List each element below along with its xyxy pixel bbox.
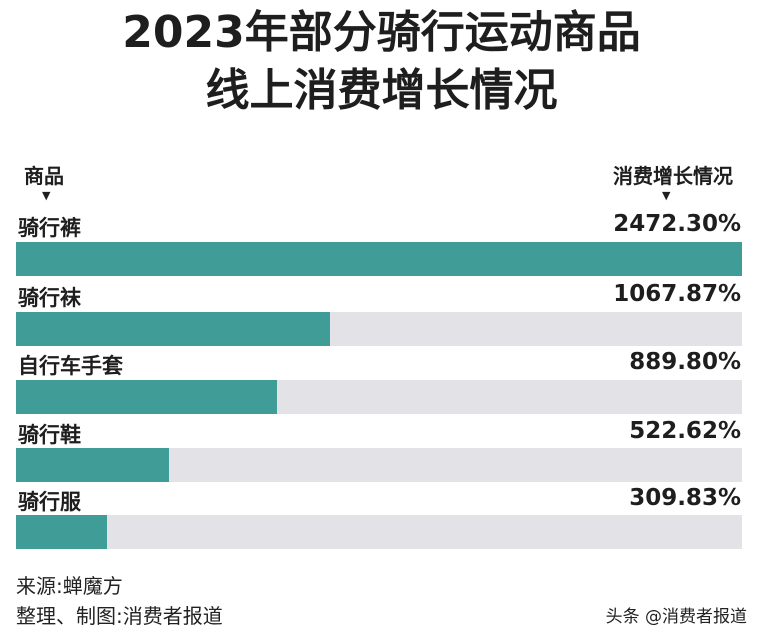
category-header-arrow-icon: ▼	[42, 189, 51, 202]
bar	[16, 448, 170, 482]
category-label: 骑行袜	[18, 286, 81, 310]
bar-track	[16, 515, 742, 549]
category-label: 骑行鞋	[18, 423, 81, 447]
bar-track	[16, 312, 742, 346]
value-label: 889.80%	[629, 349, 741, 375]
value-label: 522.62%	[629, 418, 741, 444]
bar-track	[16, 380, 742, 414]
value-label: 1067.87%	[613, 281, 741, 307]
bar-track	[16, 448, 742, 482]
value-label: 309.83%	[629, 485, 741, 511]
category-label: 自行车手套	[18, 354, 123, 378]
bar-track	[16, 242, 742, 276]
value-label: 2472.30%	[613, 211, 741, 237]
value-header-arrow-icon: ▼	[662, 189, 671, 202]
category-header: 商品	[24, 164, 64, 188]
watermark: 头条 @消费者报道	[605, 607, 747, 627]
chart-title-line-2: 线上消费增长情况	[205, 65, 558, 116]
bar	[16, 380, 278, 414]
chart-title-line-1: 2023年部分骑行运动商品	[122, 7, 641, 58]
credit-note: 整理、制图:消费者报道	[16, 604, 223, 628]
value-header: 消费增长情况	[613, 164, 733, 188]
category-label: 骑行裤	[18, 216, 81, 240]
bar	[16, 242, 742, 276]
bar	[16, 312, 330, 346]
source-note: 来源:蝉魔方	[16, 574, 123, 598]
category-label: 骑行服	[18, 490, 81, 514]
bar	[16, 515, 107, 549]
